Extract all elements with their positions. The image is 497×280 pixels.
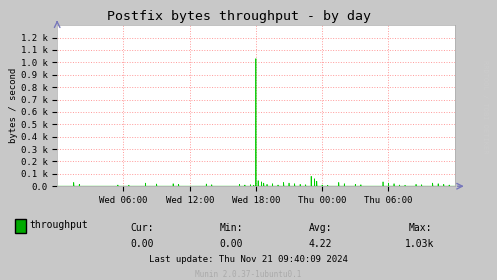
Text: RRDTOOL / TOBI OETIKER: RRDTOOL / TOBI OETIKER (482, 60, 488, 153)
Text: Avg:: Avg: (309, 223, 332, 233)
Text: Min:: Min: (219, 223, 243, 233)
Y-axis label: bytes / second: bytes / second (9, 68, 18, 143)
Text: Cur:: Cur: (130, 223, 154, 233)
Text: Postfix bytes throughput - by day: Postfix bytes throughput - by day (106, 10, 371, 23)
Text: 0.00: 0.00 (219, 239, 243, 249)
Text: 4.22: 4.22 (309, 239, 332, 249)
Text: 1.03k: 1.03k (405, 239, 435, 249)
Text: throughput: throughput (30, 220, 88, 230)
Text: Munin 2.0.37-1ubuntu0.1: Munin 2.0.37-1ubuntu0.1 (195, 270, 302, 279)
Text: Max:: Max: (408, 223, 432, 233)
Text: Last update: Thu Nov 21 09:40:09 2024: Last update: Thu Nov 21 09:40:09 2024 (149, 255, 348, 263)
Text: 0.00: 0.00 (130, 239, 154, 249)
